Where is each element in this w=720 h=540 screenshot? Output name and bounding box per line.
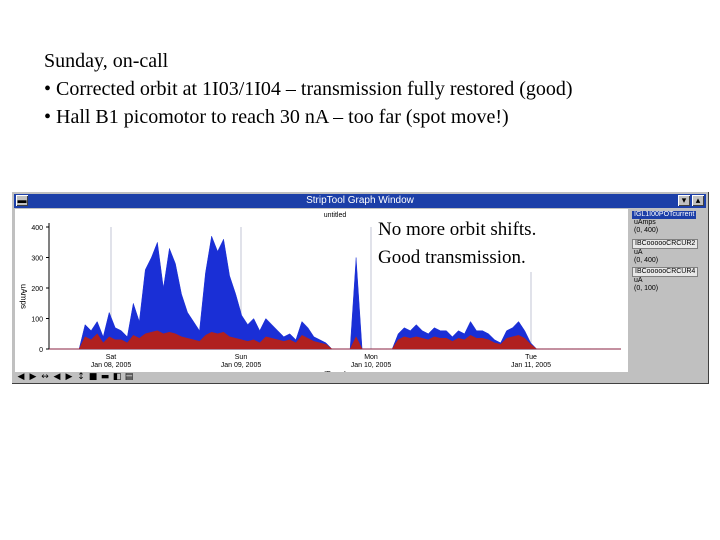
y-tick-label: 400 xyxy=(31,225,43,232)
slide-text: Sunday, on-call • Corrected orbit at 1I0… xyxy=(44,47,573,131)
toolbar-button[interactable]: ■ xyxy=(88,372,98,382)
legend-range: (0, 100) xyxy=(634,285,659,292)
y-tick-label: 100 xyxy=(31,317,43,324)
toolbar-button[interactable]: ▶ xyxy=(65,372,73,382)
x-tick-day: Sun xyxy=(235,354,248,361)
legend-range: (0, 400) xyxy=(634,257,659,264)
toolbar-button[interactable]: ◧ xyxy=(112,372,122,382)
legend-signal-name[interactable]: IBCoooooCRCUR4 xyxy=(632,267,699,277)
minimize-button[interactable]: ▾ xyxy=(678,195,690,206)
y-tick-label: 200 xyxy=(31,286,43,293)
x-tick-date: Jan 08, 2005 xyxy=(91,362,132,369)
window-menu-button[interactable]: ▬ xyxy=(16,195,28,206)
window-title: StripTool Graph Window xyxy=(306,195,414,206)
legend-entry[interactable]: IGL1I00POTcurrent uAmps (0, 400) xyxy=(632,211,697,235)
annotation-line-2: Good transmission. xyxy=(378,247,526,268)
annotation-text: No more orbit shifts. Good transmission. xyxy=(378,216,537,272)
toolbar-button[interactable]: ◀ xyxy=(17,372,25,382)
maximize-button[interactable]: ▴ xyxy=(692,195,704,206)
toolbar-button[interactable]: ▶ xyxy=(29,372,37,382)
y-tick-label: 300 xyxy=(31,256,43,263)
y-axis-label: uAmps xyxy=(19,284,28,309)
legend-unit: uAmps xyxy=(634,219,656,226)
window-titlebar[interactable]: ▬ StripTool Graph Window ▾ ▴ xyxy=(14,194,706,208)
x-tick-day: Mon xyxy=(364,354,378,361)
slide-bullet-2: • Hall B1 picomotor to reach 30 nA – too… xyxy=(44,106,509,128)
legend-unit: uA xyxy=(634,277,643,284)
legend-entry[interactable]: IBCoooooCRCUR4 uA (0, 100) xyxy=(632,267,699,293)
series-area-hall-current xyxy=(49,330,621,350)
x-tick-date: Jan 09, 2005 xyxy=(221,362,262,369)
annotation-line-1: No more orbit shifts. xyxy=(378,219,537,240)
toolbar: ◀ ▶ ↔ ◀ ▶ ↕ ■ ▬ ◧ ▤ xyxy=(14,372,706,382)
y-tick-label: 0 xyxy=(39,347,43,354)
plot-title: untitled xyxy=(324,212,347,219)
toolbar-button[interactable]: ▤ xyxy=(124,372,134,382)
slide-heading: Sunday, on-call xyxy=(44,50,169,72)
legend-panel: IGL1I00POTcurrent uAmps (0, 400) IBCoooooCR… xyxy=(630,209,706,372)
striptool-window: ▬ StripTool Graph Window ▾ ▴ untitled uAm… xyxy=(11,191,709,384)
slide-bullet-1: • Corrected orbit at 1I03/1I04 – transmi… xyxy=(44,78,573,100)
legend-range: (0, 400) xyxy=(634,227,659,234)
legend-signal-name[interactable]: IGL1I00POTcurrent xyxy=(632,211,697,219)
legend-signal-name[interactable]: IBCoooooCRCUR2 xyxy=(632,239,699,249)
x-tick-day: Tue xyxy=(525,354,537,361)
x-tick-date: Jan 10, 2005 xyxy=(351,362,392,369)
toolbar-button[interactable]: ↔ xyxy=(41,372,49,382)
toolbar-button[interactable]: ▬ xyxy=(100,372,110,382)
toolbar-button[interactable]: ◀ xyxy=(53,372,61,382)
x-tick-day: Sat xyxy=(106,354,117,361)
x-tick-date: Jan 11, 2005 xyxy=(511,362,551,369)
legend-unit: uA xyxy=(634,249,643,256)
toolbar-button[interactable]: ↕ xyxy=(77,372,85,382)
legend-entry[interactable]: IBCoooooCRCUR2 uA (0, 400) xyxy=(632,239,699,265)
